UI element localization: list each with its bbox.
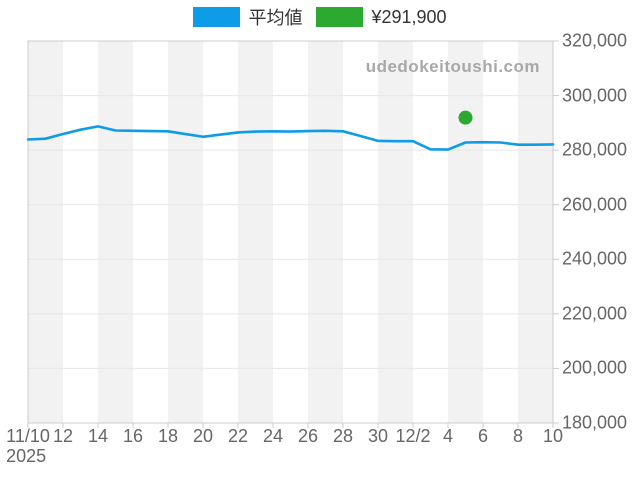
x-axis-label: 10 (542, 426, 564, 446)
x-axis-label: 16 (122, 426, 144, 446)
legend-swatch-latest-price-icon (316, 7, 364, 27)
legend-label-latest-price: ¥291,900 (371, 6, 447, 27)
legend-item-average[interactable]: 平均値 (193, 4, 302, 30)
average-price-line[interactable] (26, 125, 555, 151)
legend-swatch-average-icon (193, 7, 241, 27)
chart-legend: 平均値 ¥291,900 (0, 5, 640, 29)
plot-band (28, 41, 63, 423)
x-axis-label: 18 (157, 426, 179, 446)
watermark: udedokeitoushi.com (365, 57, 540, 76)
x-axis-label: 4 (442, 426, 454, 446)
plot-band (168, 41, 203, 423)
x-axis-label: 12/2 (395, 426, 431, 446)
x-axis-label: 22 (227, 426, 249, 446)
plot-band (518, 41, 553, 423)
legend-item-latest-price[interactable]: ¥291,900 (316, 6, 447, 28)
x-axis-label: 24 (262, 426, 284, 446)
x-axis-label: 26 (297, 426, 319, 446)
x-axis-label: 14 (87, 426, 109, 446)
x-axis-label: 20 (192, 426, 214, 446)
x-axis-year-label: 2025 (6, 445, 47, 466)
y-axis-label: 240,000 (562, 248, 628, 269)
x-axis-label: 11/10 2025 (6, 426, 50, 466)
x-axis-label: 30 (367, 426, 389, 446)
y-axis-label: 220,000 (562, 303, 628, 324)
y-axis-label: 300,000 (562, 85, 628, 106)
plot-band (308, 41, 343, 423)
legend-label-average: 平均値 (248, 8, 303, 28)
x-axis-label: 6 (477, 426, 489, 446)
y-axis-label: 180,000 (562, 412, 628, 433)
plot-band (378, 41, 413, 423)
plot-band (238, 41, 273, 423)
y-axis-label: 200,000 (562, 357, 628, 378)
plot-border (27, 40, 554, 424)
x-axis-label: 8 (512, 426, 524, 446)
y-axis-label: 280,000 (562, 139, 628, 160)
latest-price-point[interactable] (458, 110, 473, 125)
x-axis-label: 28 (332, 426, 354, 446)
x-axis-label: 12 (52, 426, 74, 446)
y-axis-label: 260,000 (562, 194, 628, 215)
plot-band (98, 41, 133, 423)
y-axis-label: 320,000 (562, 30, 628, 51)
plot-band (448, 41, 483, 423)
